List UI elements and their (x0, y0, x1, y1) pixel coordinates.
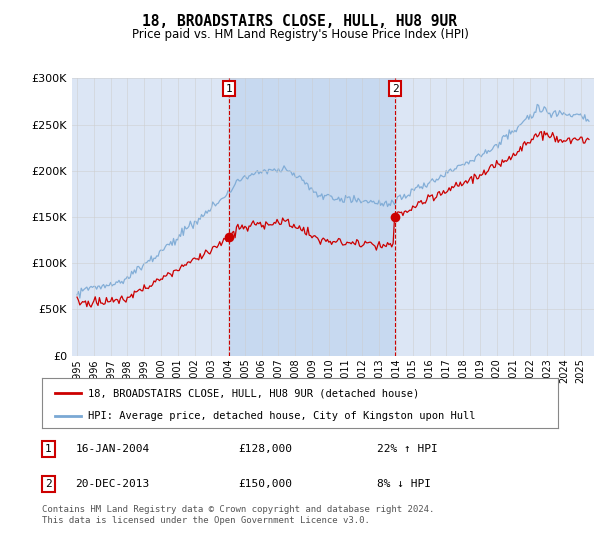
Text: 1: 1 (45, 444, 52, 454)
Text: Price paid vs. HM Land Registry's House Price Index (HPI): Price paid vs. HM Land Registry's House … (131, 28, 469, 41)
Text: 8% ↓ HPI: 8% ↓ HPI (377, 479, 431, 489)
Text: HPI: Average price, detached house, City of Kingston upon Hull: HPI: Average price, detached house, City… (88, 411, 476, 421)
Text: 1: 1 (226, 83, 232, 94)
Text: Contains HM Land Registry data © Crown copyright and database right 2024.
This d: Contains HM Land Registry data © Crown c… (42, 505, 434, 525)
Text: 18, BROADSTAIRS CLOSE, HULL, HU8 9UR (detached house): 18, BROADSTAIRS CLOSE, HULL, HU8 9UR (de… (88, 388, 419, 398)
Bar (229, 78, 395, 356)
Text: 22% ↑ HPI: 22% ↑ HPI (377, 444, 438, 454)
Text: 18, BROADSTAIRS CLOSE, HULL, HU8 9UR: 18, BROADSTAIRS CLOSE, HULL, HU8 9UR (143, 14, 458, 29)
Text: 2: 2 (45, 479, 52, 489)
Text: £128,000: £128,000 (238, 444, 292, 454)
Text: 20-DEC-2013: 20-DEC-2013 (76, 479, 150, 489)
Text: 2: 2 (392, 83, 398, 94)
Text: 16-JAN-2004: 16-JAN-2004 (76, 444, 150, 454)
Text: £150,000: £150,000 (238, 479, 292, 489)
